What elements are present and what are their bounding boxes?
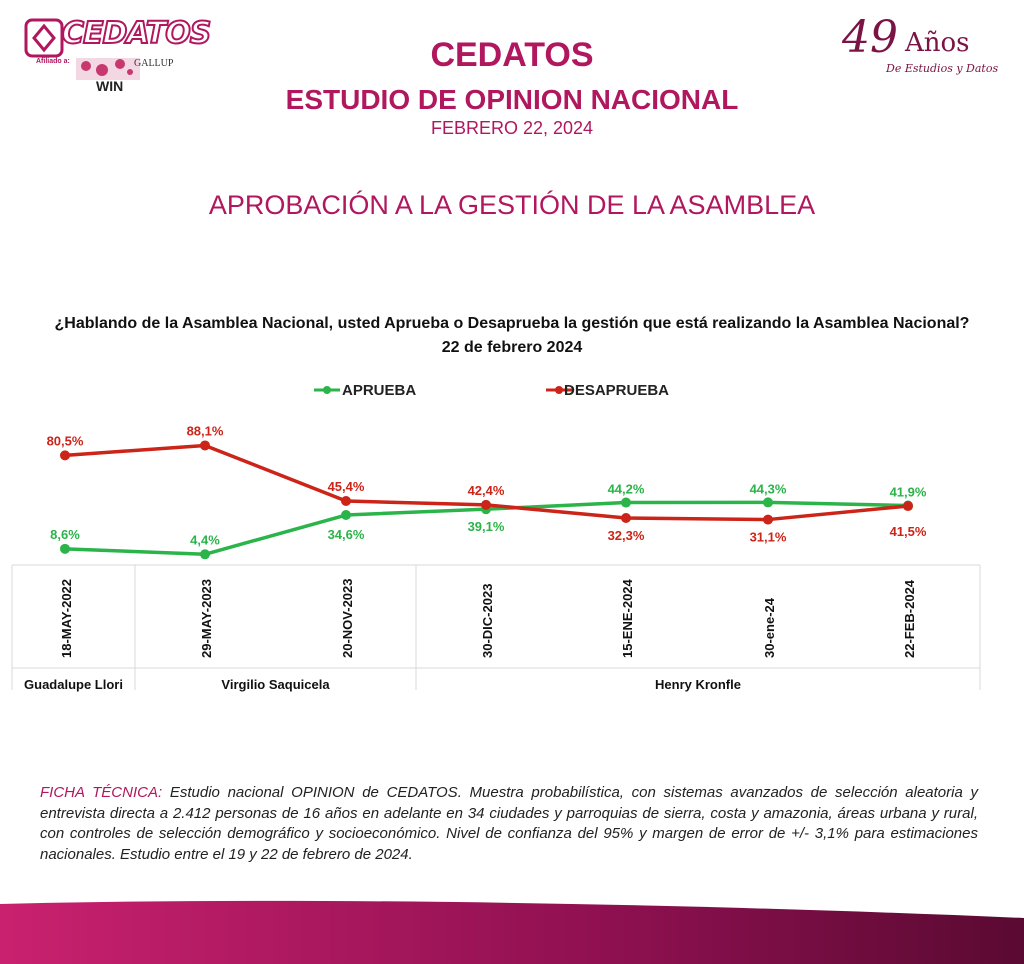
- data-label-aprueba: 39,1%: [468, 519, 505, 534]
- data-point-desaprueba: [481, 499, 491, 510]
- bottom-decoration: [0, 900, 1024, 964]
- anniversary-word: Años: [905, 28, 970, 58]
- group-label: Virgilio Saquicela: [221, 677, 330, 692]
- group-label: Guadalupe Llori: [24, 677, 123, 692]
- anniversary-number: 49: [842, 12, 898, 63]
- anniversary-tagline: De Estudios y Datos: [886, 62, 999, 75]
- data-point-desaprueba: [200, 440, 210, 451]
- x-tick-label: 30-DIC-2023: [480, 584, 495, 658]
- data-point-aprueba: [200, 549, 210, 560]
- data-point-desaprueba: [341, 495, 351, 506]
- data-label-desaprueba: 41,5%: [890, 524, 927, 539]
- cedatos-logo: [24, 18, 140, 80]
- gallup-logo: GALLUP: [134, 58, 174, 69]
- data-point-desaprueba: [763, 514, 773, 525]
- data-label-aprueba: 44,3%: [750, 481, 787, 496]
- data-point-desaprueba: [60, 450, 70, 461]
- technical-note-label: FICHA TÉCNICA:: [40, 784, 163, 801]
- x-tick-label: 15-ENE-2024: [620, 578, 635, 658]
- data-label-aprueba: 41,9%: [890, 485, 927, 500]
- x-tick-label: 20-NOV-2023: [340, 579, 355, 659]
- study-date: FEBRERO 22, 2024: [430, 118, 594, 138]
- technical-note: FICHA TÉCNICA: Estudio nacional OPINION …: [40, 783, 978, 865]
- legend-desaprueba-marker: [546, 386, 572, 394]
- section-title: APROBACIÓN A LA GESTIÓN DE LA ASAMBLEA: [208, 190, 816, 220]
- data-label-aprueba: 8,6%: [50, 527, 80, 542]
- x-tick-label: 22-FEB-2024: [902, 579, 917, 658]
- data-label-aprueba: 34,6%: [328, 527, 365, 542]
- chart-title: ¿Hablando de la Asamblea Nacional, usted…: [54, 315, 970, 332]
- line-chart: 18-MAY-2022 29-MAY-2023 20-NOV-2023 30-DIC-…: [11, 423, 981, 692]
- win-logo: WIN: [96, 78, 124, 94]
- data-label-desaprueba: 88,1%: [187, 423, 224, 438]
- legend-desaprueba-label: DESAPRUEBA: [564, 382, 670, 399]
- page-title: CEDATOS: [430, 36, 594, 74]
- data-point-aprueba: [60, 543, 70, 554]
- technical-note-text: Estudio nacional OPINION de CEDATOS. Mue…: [40, 784, 979, 863]
- world-map-icon: [76, 58, 140, 80]
- data-label-desaprueba: 31,1%: [750, 530, 787, 545]
- data-label-aprueba: 4,4%: [190, 532, 220, 547]
- page-subtitle: ESTUDIO DE OPINION NACIONAL: [285, 84, 739, 115]
- data-point-desaprueba: [621, 513, 631, 524]
- data-label-desaprueba: 45,4%: [328, 479, 365, 494]
- group-label: Henry Kronfle: [655, 677, 741, 692]
- data-point-aprueba: [341, 510, 351, 521]
- x-tick-label: 18-MAY-2022: [59, 579, 74, 658]
- data-label-desaprueba: 32,3%: [608, 528, 645, 543]
- affiliation-label: Afiliado a:: [36, 58, 70, 65]
- data-point-desaprueba: [903, 501, 913, 512]
- chart-subtitle: 22 de febrero 2024: [441, 339, 583, 356]
- cedatos-emblem-icon: [24, 18, 64, 58]
- data-label-desaprueba: 80,5%: [47, 433, 84, 448]
- x-tick-label: 29-MAY-2023: [199, 579, 214, 658]
- data-label-desaprueba: 42,4%: [468, 483, 505, 498]
- legend-aprueba-marker: [314, 386, 340, 394]
- data-point-aprueba: [763, 497, 773, 508]
- data-label-aprueba: 44,2%: [608, 482, 645, 497]
- brand-wordmark: CEDATOS: [61, 15, 212, 52]
- x-tick-label: 30-ene-24: [762, 597, 777, 658]
- data-point-aprueba: [621, 497, 631, 508]
- legend-aprueba-label: APRUEBA: [342, 382, 417, 399]
